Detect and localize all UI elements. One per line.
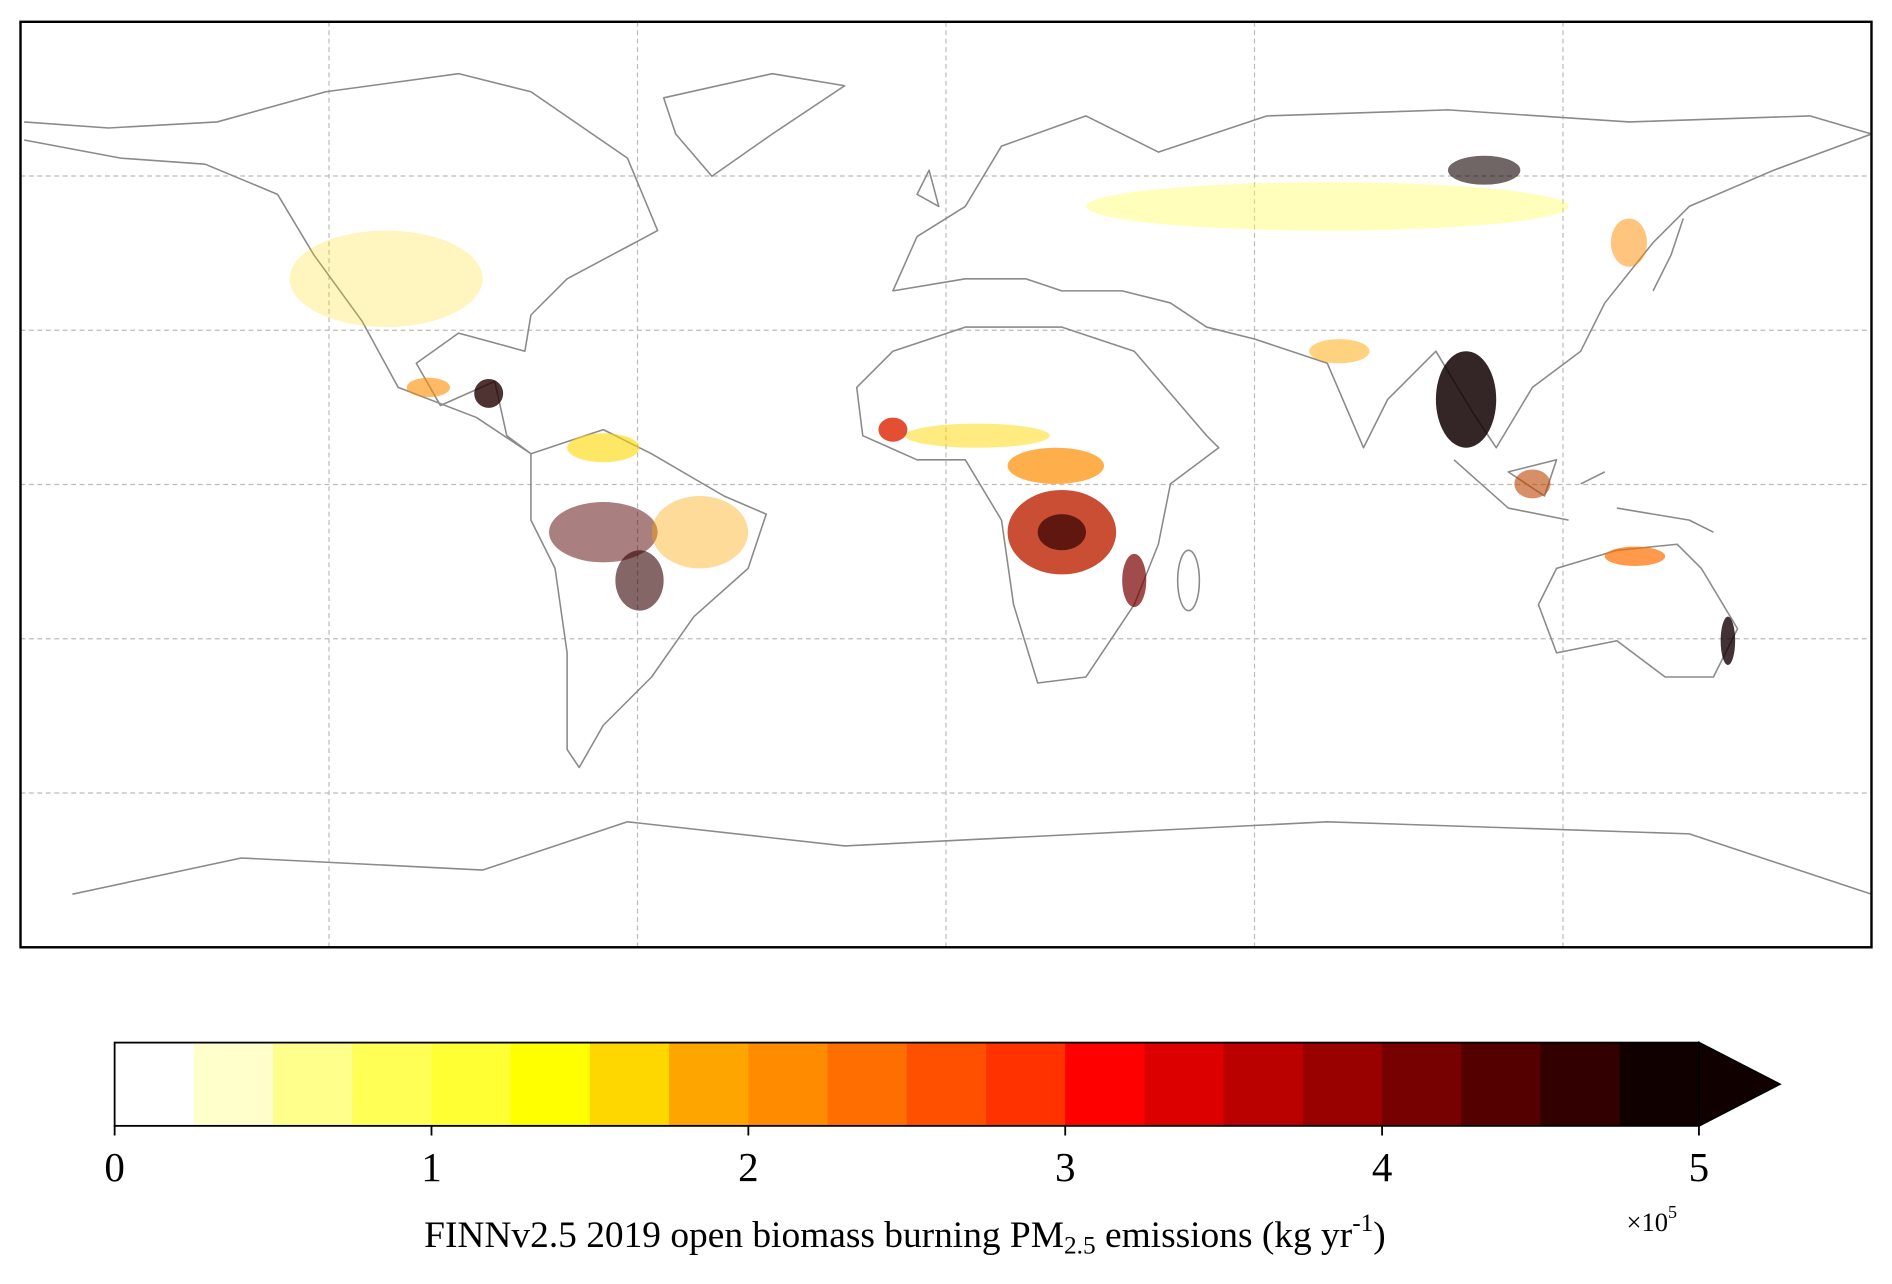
fire-area xyxy=(1610,218,1648,267)
fire-area xyxy=(904,423,1050,448)
label-text: FINNv2.5 2019 open biomass burning PM xyxy=(424,1215,1064,1256)
colorbar-bin xyxy=(1382,1042,1462,1126)
madagascar xyxy=(1176,549,1201,612)
map xyxy=(19,20,1873,949)
colorbar: 0 1 2 3 4 5 xyxy=(104,1041,1782,1190)
fire-area xyxy=(567,433,640,463)
colorbar-bin xyxy=(748,1042,829,1126)
colorbar-frame xyxy=(113,1041,1700,1127)
japan xyxy=(1652,218,1684,292)
label-superscript: -1 xyxy=(1352,1209,1373,1237)
australia xyxy=(1537,543,1739,678)
colorbar-bin xyxy=(1223,1042,1304,1126)
colorbar-bin xyxy=(1302,1042,1383,1126)
colorbar-tick-label: 1 xyxy=(421,1144,442,1190)
colorbar-bin xyxy=(1540,1042,1621,1126)
label-subscript: 2.5 xyxy=(1064,1232,1096,1260)
map-frame xyxy=(19,20,1873,949)
fire-area xyxy=(1435,351,1497,448)
colorbar-bin xyxy=(1461,1042,1542,1126)
fire-area xyxy=(474,378,504,408)
colorbar-bin xyxy=(906,1042,987,1126)
fire-area xyxy=(1085,182,1569,231)
africa xyxy=(855,326,1220,684)
fire-area xyxy=(651,495,749,569)
fire-area xyxy=(1604,546,1666,566)
fire-area xyxy=(1720,616,1736,665)
fire-area xyxy=(1309,339,1370,364)
coastlines xyxy=(23,72,1873,895)
eurasia xyxy=(892,109,1873,449)
offset-base: ×10 xyxy=(1627,1207,1669,1237)
colorbar-bin xyxy=(273,1042,353,1126)
indonesia xyxy=(1453,459,1714,533)
colorbar-bin xyxy=(510,1042,591,1126)
label-text: emissions (kg yr xyxy=(1096,1215,1353,1256)
fire-area xyxy=(1037,514,1086,551)
colorbar-extension xyxy=(1698,1041,1782,1128)
colorbar-bin xyxy=(193,1042,274,1126)
colorbar-bin xyxy=(985,1042,1066,1126)
fire-area xyxy=(406,377,451,398)
uk xyxy=(916,169,940,208)
colorbar-label: FINNv2.5 2019 open biomass burning PM2.5… xyxy=(424,1209,1386,1260)
antarctica xyxy=(72,821,1872,895)
label-text: ) xyxy=(1373,1215,1385,1256)
colorbar-bin xyxy=(352,1042,433,1126)
colorbar-bin xyxy=(431,1042,512,1126)
fire-emissions xyxy=(289,155,1736,665)
fire-area xyxy=(1447,155,1521,185)
fire-area xyxy=(549,502,658,563)
offset-exponent: 5 xyxy=(1668,1202,1677,1222)
fire-area xyxy=(878,417,908,442)
colorbar-tick-label: 3 xyxy=(1055,1144,1076,1190)
fire-area xyxy=(615,550,664,611)
colorbar-bin xyxy=(669,1042,749,1126)
colorbar-bin xyxy=(1619,1042,1700,1126)
colorbar-tick-label: 4 xyxy=(1372,1144,1393,1190)
grid xyxy=(20,21,1872,948)
colorbar-bin xyxy=(827,1042,908,1126)
fire-area xyxy=(289,230,483,328)
north-america xyxy=(23,72,659,455)
colorbar-tick-label: 0 xyxy=(104,1144,125,1190)
south-america xyxy=(530,428,767,769)
colorbar-bin xyxy=(1065,1042,1146,1126)
greenland xyxy=(662,72,846,178)
colorbar-tick-label: 2 xyxy=(738,1144,759,1190)
colorbar-bin xyxy=(1144,1042,1225,1126)
offset-label: ×105 xyxy=(1627,1202,1678,1237)
colorbar-tick-label: 5 xyxy=(1689,1144,1710,1190)
fire-area xyxy=(1122,553,1147,608)
fire-area xyxy=(1007,447,1105,484)
colorbar-bin xyxy=(589,1042,670,1126)
fire-area xyxy=(1514,469,1551,499)
colorbar-bin xyxy=(114,1042,195,1126)
